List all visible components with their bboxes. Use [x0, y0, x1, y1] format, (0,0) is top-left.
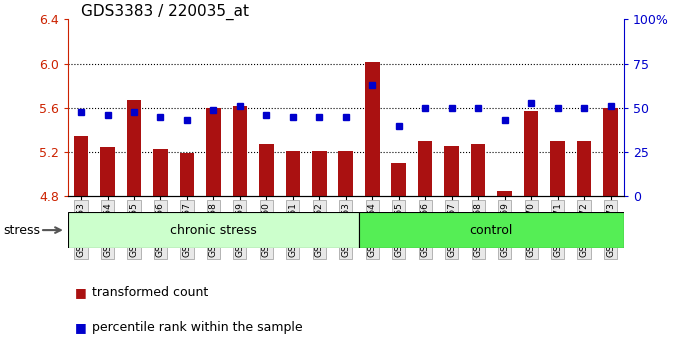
- Bar: [312, 151, 327, 196]
- Bar: [259, 144, 274, 196]
- Bar: [68, 212, 359, 248]
- Bar: [603, 108, 618, 196]
- Bar: [206, 108, 221, 196]
- Bar: [180, 153, 194, 196]
- Text: ■: ■: [75, 286, 86, 298]
- Text: chronic stress: chronic stress: [170, 224, 257, 236]
- Bar: [100, 147, 115, 196]
- Bar: [359, 212, 624, 248]
- Bar: [391, 163, 406, 196]
- Text: transformed count: transformed count: [92, 286, 207, 298]
- Bar: [233, 106, 247, 196]
- Bar: [285, 151, 300, 196]
- Bar: [551, 141, 565, 196]
- Bar: [577, 141, 591, 196]
- Bar: [74, 136, 88, 196]
- Bar: [471, 144, 485, 196]
- Text: percentile rank within the sample: percentile rank within the sample: [92, 321, 302, 334]
- Bar: [153, 149, 167, 196]
- Bar: [127, 100, 141, 196]
- Bar: [365, 62, 380, 196]
- Text: control: control: [470, 224, 513, 236]
- Bar: [338, 151, 353, 196]
- Bar: [524, 111, 538, 196]
- Bar: [444, 145, 459, 196]
- Text: GDS3383 / 220035_at: GDS3383 / 220035_at: [81, 4, 250, 20]
- Bar: [418, 141, 433, 196]
- Text: stress: stress: [3, 224, 41, 236]
- Bar: [498, 191, 512, 196]
- Text: ■: ■: [75, 321, 86, 334]
